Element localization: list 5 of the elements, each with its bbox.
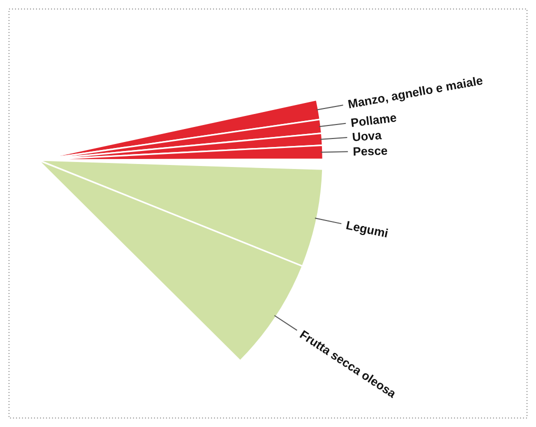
slice-label: Pollame [350,110,398,130]
slice-label: Uova [352,128,382,144]
slice-label: Pesce [352,144,388,159]
slice-label: Legumi [344,218,390,241]
slice-label: Manzo, agnello e maiale [346,73,484,112]
